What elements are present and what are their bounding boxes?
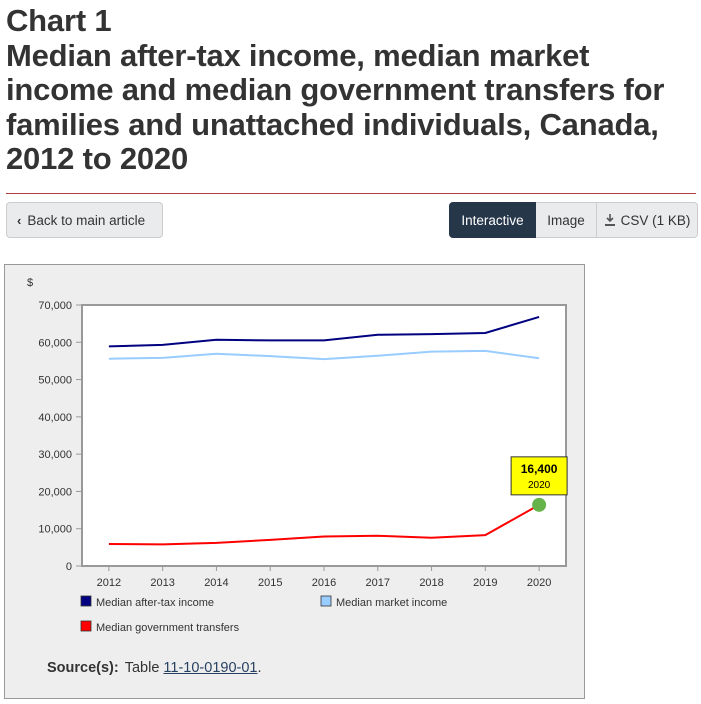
source-label: Source(s): [47, 660, 119, 676]
x-tick-label: 2015 [258, 577, 282, 589]
legend-swatch-3 [80, 620, 92, 632]
csv-button-label: CSV (1 KB) [620, 212, 691, 228]
x-tick-label: 2014 [204, 577, 228, 589]
series-line-1 [108, 315, 540, 348]
x-tick-label: 2013 [150, 577, 174, 589]
interactive-view-button[interactable]: Interactive [449, 202, 536, 238]
y-tick-label: 60,000 [38, 337, 72, 349]
view-toggle-group: Interactive Image CSV (1 KB) [449, 202, 698, 238]
line-chart: $0 10,000 20,000 30,000 40,000 50,000 60,000 70… [27, 277, 568, 634]
legend-swatch-1 [80, 595, 92, 607]
y-axis-label: $ [27, 277, 33, 289]
back-button-label: Back to main article [27, 212, 146, 228]
legend-label-3: Median government transfers [96, 622, 240, 634]
chevron-left-icon: ‹ [17, 212, 22, 228]
image-view-button[interactable]: Image [536, 202, 597, 238]
tooltip-year: 2020 [528, 480, 551, 491]
y-tick-label: 40,000 [38, 412, 72, 424]
source-suffix: . [257, 660, 262, 676]
back-to-main-article-button[interactable]: ‹ Back to main article [6, 202, 163, 238]
x-tick-label: 2019 [473, 577, 497, 589]
y-tick-label: 70,000 [38, 300, 72, 312]
chart-number: Chart 1 [6, 3, 112, 38]
legend-label-1: Median after-tax income [96, 597, 214, 609]
y-tick-label: 0 [66, 561, 72, 573]
legend-label-2: Median market income [336, 597, 447, 609]
x-tick-label: 2018 [419, 577, 443, 589]
x-tick-label: 2016 [312, 577, 336, 589]
legend-swatch-2 [320, 595, 332, 607]
source-note: Source(s): Table 11-10-0190-01. [47, 660, 262, 676]
x-tick-label: 2012 [97, 577, 121, 589]
source-prefix: Table [124, 660, 164, 676]
plot-area [81, 304, 567, 567]
chart-heading: Chart 1 Median after-tax income, median … [6, 3, 696, 177]
series-line-3 [108, 504, 540, 546]
download-icon [604, 213, 616, 227]
x-tick-label: 2017 [366, 577, 390, 589]
data-tooltip [510, 456, 568, 496]
chart-title: Median after-tax income, median market i… [6, 37, 665, 176]
y-tick-label: 20,000 [38, 486, 72, 498]
y-tick-label: 30,000 [38, 449, 72, 461]
y-tick-label: 50,000 [38, 375, 72, 387]
csv-download-button[interactable]: CSV (1 KB) [597, 202, 698, 238]
highlighted-data-point [532, 497, 547, 512]
chart-panel: $0 10,000 20,000 30,000 40,000 50,000 60,000 70… [4, 264, 585, 699]
title-divider [6, 193, 696, 194]
x-tick-label: 2020 [527, 577, 551, 589]
tooltip-value: 16,400 [521, 462, 558, 476]
series-line-2 [108, 349, 540, 361]
y-tick-label: 10,000 [38, 524, 72, 536]
source-table-link[interactable]: 11-10-0190-01 [163, 660, 258, 676]
